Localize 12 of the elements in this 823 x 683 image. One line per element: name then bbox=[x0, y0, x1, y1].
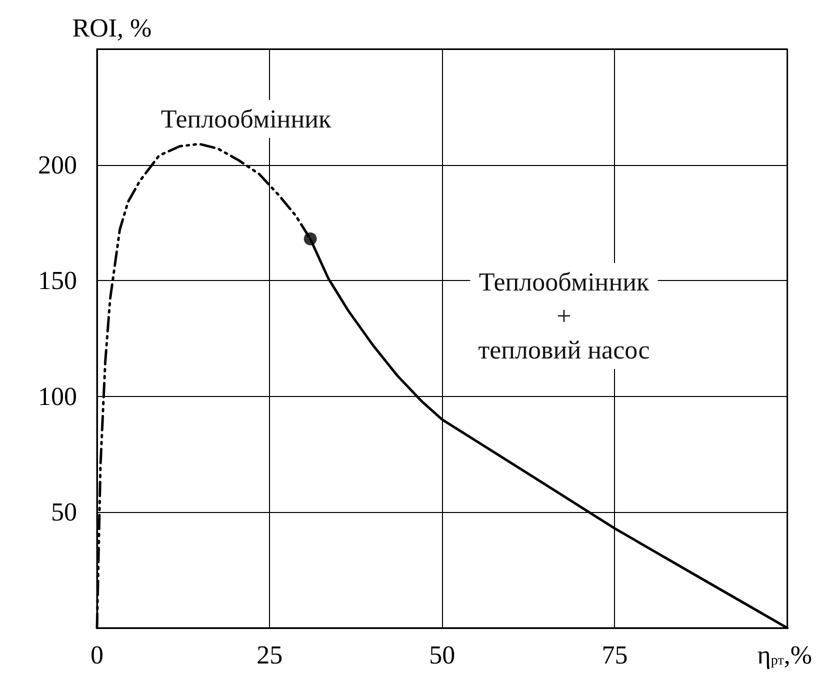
x-tick-label: 75 bbox=[602, 640, 628, 670]
x-tick-label: 0 bbox=[90, 640, 104, 670]
x-axis-title: ηрт,% bbox=[757, 640, 812, 670]
y-axis-title: ROI, % bbox=[72, 14, 152, 42]
y-tick-label: 50 bbox=[51, 498, 77, 527]
x-tick-label: 25 bbox=[256, 640, 283, 670]
y-tick-label: 100 bbox=[38, 382, 77, 411]
y-tick-label: 200 bbox=[38, 150, 77, 180]
x-tick-label: 50 bbox=[429, 640, 456, 670]
annotation: Теплообмінник bbox=[160, 104, 332, 134]
y-tick-label: 150 bbox=[38, 266, 77, 296]
annotation: Теплообмінник + тепловий насос bbox=[478, 268, 650, 364]
